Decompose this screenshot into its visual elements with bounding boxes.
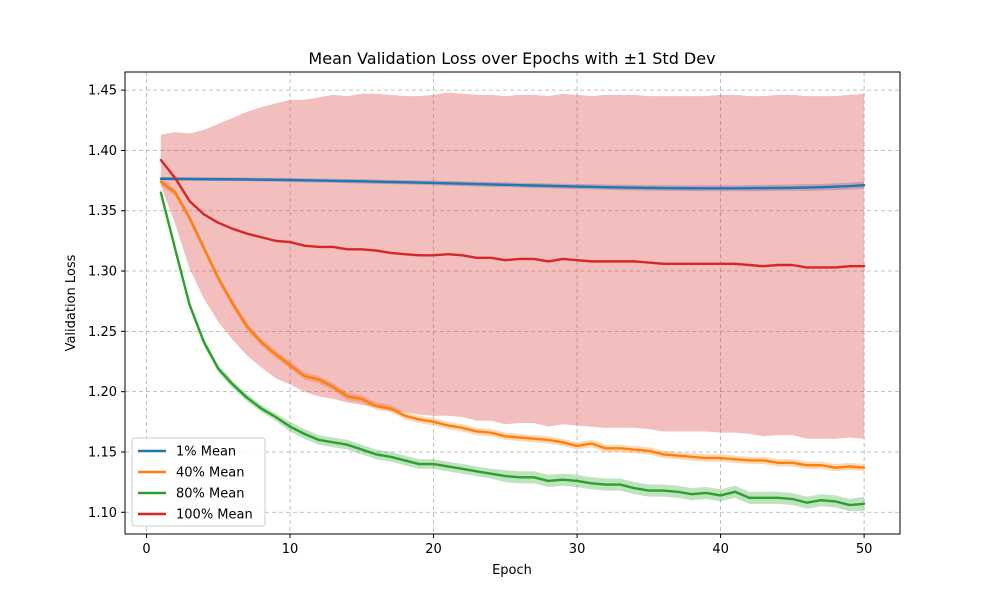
legend: 1% Mean 40% Mean 80% Mean 100% Mean xyxy=(131,437,266,527)
y-tick-label: 1.10 xyxy=(88,506,117,521)
legend-label: 40% Mean xyxy=(176,466,244,481)
y-tick-label: 1.25 xyxy=(88,325,117,340)
x-tick-label: 30 xyxy=(569,542,586,557)
std-band-100pct-mean xyxy=(160,92,865,439)
y-tick-label: 1.45 xyxy=(88,84,117,99)
line-100pct-mean xyxy=(159,158,866,269)
axis-ticks: 0 10 20 30 40 50 1.10 1.15 1.20 1.25 1.30 1.35 1.40 1… xyxy=(88,84,872,557)
legend-label: 100% Mean xyxy=(176,508,253,523)
plot-frame xyxy=(124,71,901,535)
y-tick-label: 1.40 xyxy=(88,144,117,159)
y-tick-label: 1.15 xyxy=(88,445,117,460)
y-tick-label: 1.35 xyxy=(88,204,117,219)
x-tick-label: 10 xyxy=(282,542,299,557)
chart-title: Mean Validation Loss over Epochs with ±1… xyxy=(308,49,715,68)
x-tick-label: 40 xyxy=(712,542,729,557)
legend-box xyxy=(131,437,266,527)
legend-label: 80% Mean xyxy=(176,487,244,502)
x-tick-label: 20 xyxy=(425,542,442,557)
mean-lines xyxy=(159,158,866,507)
y-axis-label: Validation Loss xyxy=(64,254,79,351)
legend-label: 1% Mean xyxy=(176,445,236,460)
y-tick-label: 1.30 xyxy=(88,265,117,280)
x-tick-label: 0 xyxy=(142,542,150,557)
line-1pct-mean xyxy=(159,177,866,190)
line-40pct-mean xyxy=(159,180,866,469)
x-tick-label: 50 xyxy=(856,542,873,557)
x-axis-label: Epoch xyxy=(492,563,532,578)
y-tick-label: 1.20 xyxy=(88,385,117,400)
line-80pct-mean xyxy=(159,191,866,507)
